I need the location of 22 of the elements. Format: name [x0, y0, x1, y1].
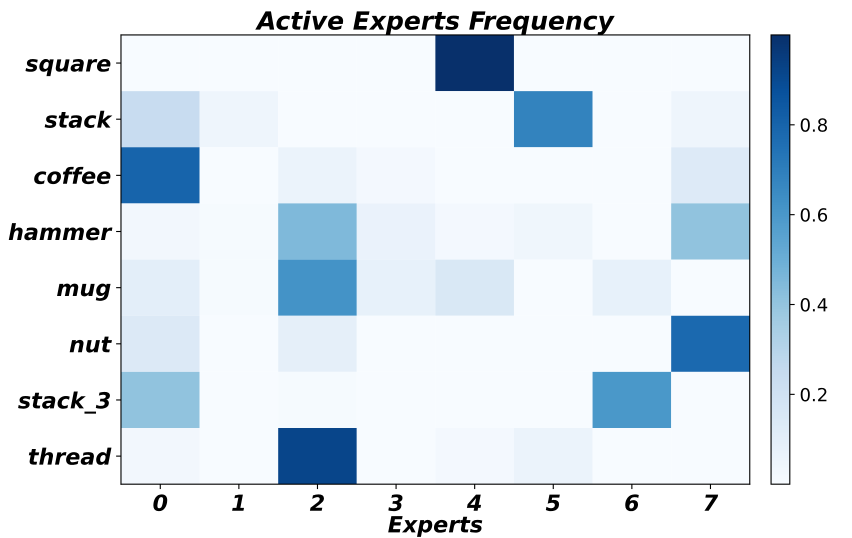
x-tick-label: 2 [310, 494, 324, 511]
y-tick-label: mug [57, 284, 111, 301]
x-tick-label: 5 [546, 494, 560, 512]
y-tick-label: nut [70, 336, 112, 353]
x-axis-title: Experts [388, 516, 482, 537]
y-tick-label: coffee [34, 166, 110, 184]
x-tick-label: 0 [153, 494, 168, 512]
y-tick-label: hammer [8, 223, 112, 240]
x-tick-label: 7 [704, 494, 718, 511]
color-bar-label: 0.6 [800, 208, 828, 222]
y-tick-label: stack [44, 110, 112, 128]
y-tick-label: square [26, 59, 110, 76]
color-bar-label: 0.4 [800, 298, 828, 312]
x-tick-label: 4 [466, 494, 482, 511]
x-tick-label: 1 [232, 494, 244, 511]
y-tick-label: stack_3 [18, 392, 110, 414]
x-tick-label: 3 [388, 494, 402, 512]
chart-title: Active Experts Frequency [255, 10, 615, 35]
color-bar-label: 0.8 [800, 118, 828, 132]
y-tick-label: thread [28, 448, 112, 465]
color-bar-label: 0.2 [800, 388, 826, 402]
x-tick-label: 6 [625, 494, 639, 512]
